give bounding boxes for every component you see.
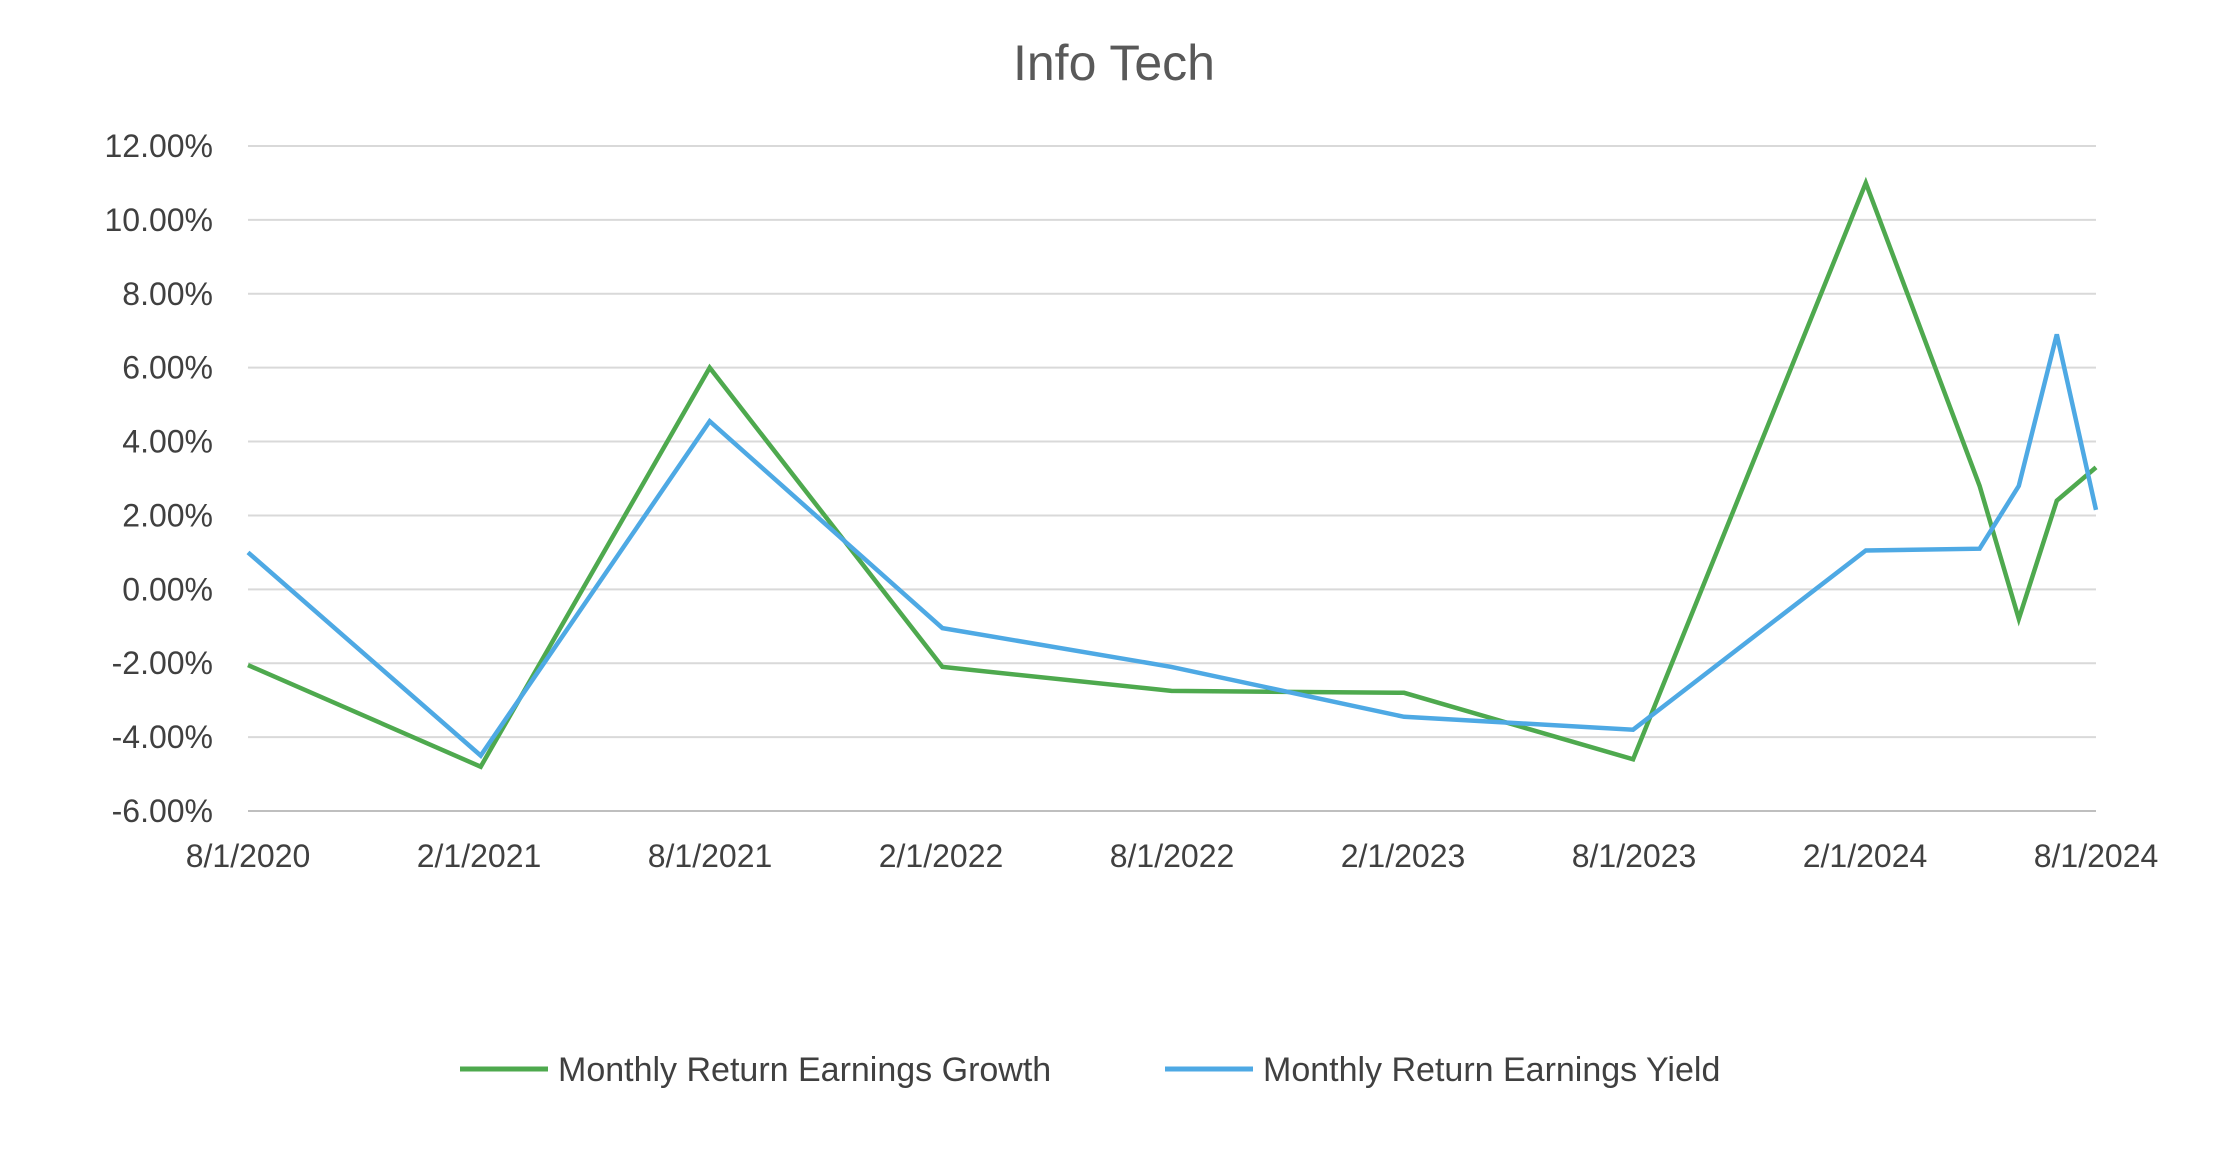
- x-axis-tick-labels: 8/1/2020 2/1/2021 8/1/2021 2/1/2022 8/1/2022…: [186, 838, 2159, 874]
- y-tick-label: 2.00%: [122, 497, 213, 533]
- legend-label: Monthly Return Earnings Yield: [1263, 1051, 1720, 1089]
- x-tick-label: 8/1/2022: [1110, 838, 1235, 874]
- y-tick-label: 0.00%: [122, 571, 213, 607]
- y-tick-label: 6.00%: [122, 350, 213, 386]
- y-tick-label: -4.00%: [112, 719, 213, 755]
- x-tick-label: 8/1/2021: [648, 838, 773, 874]
- x-tick-label: 2/1/2021: [417, 838, 542, 874]
- x-tick-label: 8/1/2024: [2034, 838, 2159, 874]
- series-lines: [246, 176, 2099, 770]
- gridlines: [248, 145, 2096, 812]
- y-tick-label: -6.00%: [112, 793, 213, 829]
- x-tick-label: 2/1/2023: [1341, 838, 1466, 874]
- y-tick-label: 4.00%: [122, 424, 213, 460]
- chart-title: Info Tech: [1013, 35, 1215, 91]
- x-tick-label: 2/1/2022: [879, 838, 1004, 874]
- y-tick-label: 10.00%: [104, 202, 213, 238]
- y-tick-label: 12.00%: [104, 128, 213, 164]
- y-tick-label: 8.00%: [122, 276, 213, 312]
- y-axis-tick-labels: 12.00% 10.00% 8.00% 6.00% 4.00% 2.00% 0.00% -2.…: [104, 128, 213, 829]
- series-line-earnings-yield: [246, 333, 2099, 759]
- x-tick-label: 8/1/2020: [186, 838, 311, 874]
- legend-label: Monthly Return Earnings Growth: [558, 1051, 1051, 1089]
- x-tick-label: 2/1/2024: [1803, 838, 1928, 874]
- x-tick-label: 8/1/2023: [1572, 838, 1697, 874]
- y-tick-label: -2.00%: [112, 645, 213, 681]
- legend: Monthly Return Earnings Growth Monthly Re…: [460, 1051, 1720, 1089]
- series-line-earnings-growth: [247, 176, 2098, 770]
